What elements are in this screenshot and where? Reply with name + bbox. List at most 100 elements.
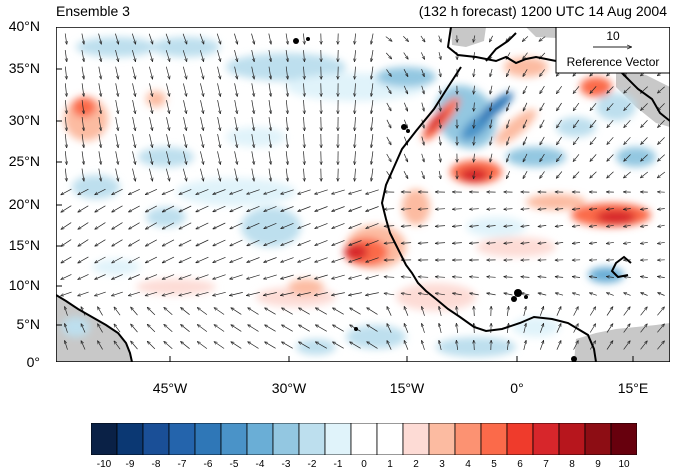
wind-vector [573,136,580,145]
wind-vector [523,69,528,76]
wind-vector [657,324,664,333]
wind-vector [196,222,209,229]
wind-vector [540,102,545,111]
wind-vector [131,341,138,350]
wind-vector [145,239,157,246]
wind-vector [166,151,169,164]
wind-vector [251,168,254,182]
wind-vector [573,119,580,128]
wind-vector [401,243,412,244]
wind-vector [115,83,119,96]
wind-vector [165,33,170,45]
colorbar-box [428,423,456,455]
wind-vector [162,205,175,212]
wind-vector [164,341,173,350]
wind-vector [439,153,440,163]
wind-vector [304,83,305,96]
wind-vector [132,50,135,62]
wind-vector [573,102,580,111]
wind-vector [94,291,106,296]
colorbar-box [402,423,430,455]
wind-vector [606,293,614,296]
wind-vector [386,85,392,94]
wind-vector [384,209,395,210]
wind-vector [268,168,271,182]
wind-vector [115,117,119,131]
wind-vector [315,240,328,246]
colorbar-box [350,423,378,455]
wind-vector [420,52,424,59]
wind-vector [264,206,277,212]
wind-vector [281,308,293,315]
wind-vector [263,189,277,195]
wind-vector [507,85,510,94]
wind-vector [95,239,106,247]
wind-vector [439,136,440,146]
wind-vector [315,223,328,229]
colorbar-label: 10 [618,459,630,470]
wind-vector [387,340,392,350]
wind-vector [268,134,271,148]
wind-vector [435,293,445,295]
wind-vector [78,274,89,279]
wind-vector [280,189,294,194]
wind-vector [539,340,543,350]
wind-vector [539,306,543,316]
wind-vector [246,189,260,195]
wind-vector [355,83,356,96]
wind-vector [149,134,153,148]
wind-vector [81,134,84,148]
wind-vector [386,69,392,76]
wind-vector [164,307,173,316]
wind-vector [435,209,446,210]
wind-vector [401,277,412,278]
wind-vector [490,68,493,77]
wind-vector [607,103,614,110]
wind-vector [264,239,277,247]
wind-vector [199,50,203,62]
wind-vector [573,340,579,350]
wind-vector [281,240,294,246]
wind-vector [112,222,123,230]
wind-vector [147,324,156,333]
wind-vector [286,66,288,80]
colorbar-box [532,423,560,455]
wind-vector [539,323,543,333]
wind-vector [365,206,379,212]
wind-vector [304,116,305,131]
wind-vector [657,171,666,178]
wind-vector [65,83,66,96]
wind-vector [490,170,493,179]
wind-vector [286,151,288,165]
wind-vector [348,274,362,279]
wind-vector [332,342,344,349]
x-tick-label: 45°W [152,380,188,396]
wind-vector [490,119,492,129]
colorbar-label: -5 [229,459,239,470]
wind-vector [538,209,547,210]
wind-vector [490,153,492,163]
wind-vector [439,85,440,95]
wind-vector [315,342,327,349]
wind-vector [114,324,121,333]
wind-vector [217,66,221,80]
wind-vector [438,35,442,43]
colorbar-label: -10 [96,459,112,470]
wind-vector [200,151,203,164]
wind-vector [165,66,169,80]
land-mask [56,27,670,362]
colorbar-label: 6 [517,459,523,470]
wind-vector [264,342,276,349]
wind-vector [572,242,581,243]
wind-vector [81,66,84,80]
wind-vector [474,136,475,146]
wind-vector [573,154,580,161]
wind-vector [231,342,242,349]
colorbar-label: -2 [307,459,317,470]
colorbar-label: -6 [203,459,213,470]
wind-vector [286,83,288,96]
wind-vector [81,168,84,182]
y-tick-label: 20°N [8,196,40,212]
wind-vector [81,83,84,96]
wind-vector [387,306,392,316]
